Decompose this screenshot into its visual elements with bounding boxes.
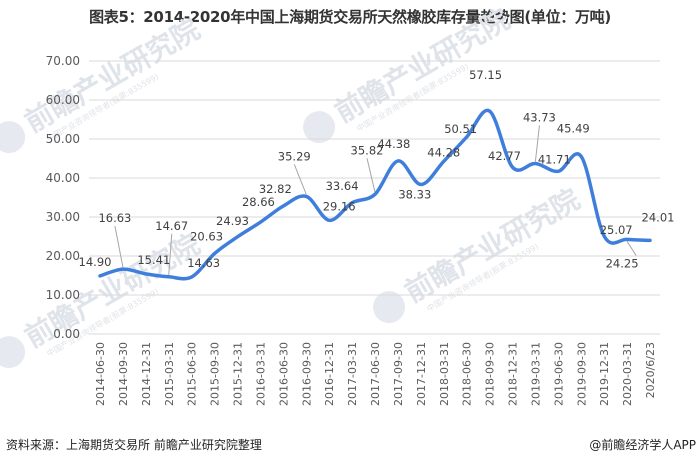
x-tick-label: 2015-12-31 — [232, 342, 245, 406]
y-tick-label: 50.00 — [46, 132, 80, 146]
x-tick-label: 2019-06-30 — [552, 342, 565, 406]
x-tick-label: 2019-09-30 — [575, 342, 588, 406]
brand-credit: @前瞻经济学人APP — [589, 438, 696, 452]
y-tick-label: 30.00 — [46, 210, 80, 224]
gridlines — [89, 60, 660, 335]
leader-line — [293, 164, 307, 195]
data-label: 35.82 — [351, 143, 384, 157]
data-label: 44.28 — [427, 145, 460, 159]
data-label: 14.67 — [155, 219, 188, 233]
data-label: 14.90 — [79, 255, 112, 269]
x-tick-label: 2016-12-31 — [323, 342, 336, 406]
chart-title: 图表5：2014-2020年中国上海期货交易所天然橡胶库存量趋势图(单位：万吨) — [89, 8, 611, 26]
data-label: 44.38 — [377, 137, 410, 151]
label-leader-lines — [114, 125, 637, 275]
x-tick-label: 2018-09-30 — [484, 342, 497, 406]
x-tick-label: 2017-03-31 — [346, 342, 359, 406]
x-tick-label: 2017-12-31 — [415, 342, 428, 406]
leader-line — [114, 226, 124, 268]
x-tick-label: 2015-03-31 — [163, 342, 176, 406]
data-label: 20.63 — [190, 230, 223, 244]
data-label: 35.29 — [278, 149, 311, 163]
data-label: 57.15 — [469, 68, 502, 82]
x-tick-label: 2019-12-31 — [598, 342, 611, 406]
y-tick-label: 0.00 — [53, 327, 80, 341]
y-tick-label: 40.00 — [46, 171, 80, 185]
svg-text:前瞻产业研究院: 前瞻产业研究院 — [19, 12, 205, 139]
data-label: 28.66 — [242, 195, 275, 209]
x-tick-label: 2014-12-31 — [140, 342, 153, 406]
data-label: 25.07 — [600, 223, 633, 237]
data-label: 42.77 — [488, 149, 521, 163]
data-label: 43.73 — [523, 110, 556, 124]
x-tick-label: 2020-03-31 — [621, 342, 634, 406]
data-label: 38.33 — [398, 188, 431, 202]
data-label: 16.63 — [98, 211, 131, 225]
data-label: 24.01 — [642, 210, 675, 224]
leader-line — [626, 241, 637, 256]
x-axis: 2014-06-30 2014-09-30 2014-12-31 2015-03-31… — [94, 342, 657, 406]
y-axis: 0.00 10.00 20.00 30.00 40.00 50.00 60.00 70.00 — [46, 54, 80, 341]
x-tick-label: 2018-12-31 — [507, 342, 520, 406]
data-label: 50.51 — [444, 122, 477, 136]
x-tick-label: 2015-09-30 — [209, 342, 222, 406]
x-tick-label: 2016-03-31 — [254, 342, 267, 406]
y-tick-label: 60.00 — [46, 93, 80, 107]
x-tick-label: 2019-03-31 — [529, 342, 542, 406]
x-tick-label: 2016-06-30 — [277, 342, 290, 406]
x-tick-label: 2020/6/23 — [644, 342, 657, 398]
leader-line — [534, 125, 540, 162]
source-note: 资料来源：上海期货交易所 前瞻产业研究院整理 — [6, 438, 262, 452]
leader-line — [168, 233, 173, 275]
data-label: 32.82 — [259, 182, 292, 196]
x-tick-label: 2018-03-31 — [438, 342, 451, 406]
x-tick-label: 2015-06-30 — [186, 342, 199, 406]
data-label: 24.93 — [216, 214, 249, 228]
data-labels: 14.90 16.63 15.41 14.67 14.63 20.63 24.93 28.66… — [79, 68, 675, 270]
y-tick-label: 20.00 — [46, 249, 80, 263]
data-label: 29.16 — [323, 199, 356, 213]
data-label: 41.71 — [538, 152, 571, 166]
data-label: 24.25 — [606, 256, 639, 270]
data-label: 15.41 — [137, 253, 170, 267]
x-tick-label: 2017-09-30 — [392, 342, 405, 406]
leader-line — [366, 158, 376, 193]
inventory-line — [98, 108, 652, 281]
x-tick-label: 2017-06-30 — [369, 342, 382, 406]
y-tick-label: 70.00 — [46, 54, 80, 68]
y-tick-label: 10.00 — [46, 288, 80, 302]
x-tick-label: 2014-09-30 — [117, 342, 130, 406]
data-label: 45.49 — [557, 122, 590, 136]
x-tick-label: 2018-06-30 — [461, 342, 474, 406]
x-tick-label: 2016-09-30 — [300, 342, 313, 406]
data-label: 14.63 — [187, 256, 220, 270]
x-tick-label: 2014-06-30 — [94, 342, 107, 406]
data-label: 33.64 — [326, 179, 359, 193]
